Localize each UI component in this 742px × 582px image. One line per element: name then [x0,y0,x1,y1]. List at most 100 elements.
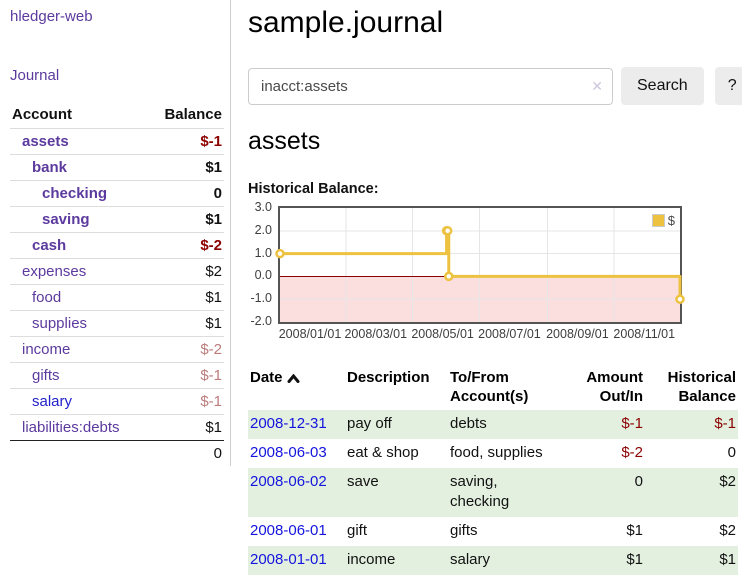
y-axis-tick-label: -1.0 [250,291,272,306]
amount-cell: $1 [626,522,643,539]
register-row: 2008-01-01 income salary $1 $1 [248,546,738,575]
account-balance: $2 [205,263,222,280]
account-row: bank $1 [10,154,224,181]
account-row: salary $-1 [10,388,224,415]
tofrom-cell: gifts [450,522,478,539]
account-balance: $-1 [200,133,222,150]
journal-link[interactable]: Journal [10,67,60,84]
sort-up-caret-icon [287,370,300,387]
search-box: ✕ [248,67,613,105]
amount-cell: $-2 [621,444,643,461]
column-header-balance: Historical Balance [667,369,736,405]
help-button[interactable]: ? [714,67,742,105]
account-link-expenses[interactable]: expenses [22,263,87,280]
account-balance: $-1 [200,393,222,410]
account-row: income $-2 [10,336,224,363]
y-axis-tick-label: 1.0 [254,245,272,260]
chart-legend: $ [651,213,675,228]
account-link-saving[interactable]: saving [42,211,90,228]
account-link-checking[interactable]: checking [42,185,108,202]
account-link-supplies[interactable]: supplies [32,315,88,332]
account-link-food[interactable]: food [32,289,62,306]
date-link[interactable]: 2008-06-03 [250,444,327,461]
account-row: cash $-2 [10,232,224,259]
account-row: food $1 [10,284,224,311]
app-title-link[interactable]: hledger-web [10,8,93,25]
account-balance: $1 [205,419,222,436]
x-axis-tick-label: 2008/09/01 [546,327,609,341]
clear-search-icon[interactable]: ✕ [591,78,603,94]
tofrom-cell: debts [450,415,487,432]
account-row: supplies $1 [10,310,224,337]
description-cell: gift [347,522,368,539]
column-header-date[interactable]: Date [248,366,345,410]
x-axis-tick-label: 2008/11/01 [613,327,676,341]
date-link[interactable]: 2008-01-01 [250,551,327,568]
accounts-header-account: Account [12,106,72,123]
x-axis-tick-label: 2008/01/01 [278,327,342,341]
balance-cell: $-1 [714,415,736,432]
search-button[interactable]: Search [621,67,704,105]
y-axis-tick-label: 3.0 [254,200,272,214]
account-row: gifts $-1 [10,362,224,389]
accounts-table: Account Balance assets $-1 bank $1 checking 0… [10,102,224,466]
accounts-header-row: Account Balance [10,102,224,129]
main-content: sample.journal ✕ Search ? assets Histori… [231,0,742,575]
register-table: Date Description To/From Account(s) Amou… [248,366,738,575]
account-link-assets[interactable]: assets [22,133,69,150]
description-cell: eat & shop [347,444,419,461]
account-balance: $1 [205,211,222,228]
balance-cell: $1 [719,551,736,568]
register-row: 2008-06-03 eat & shop food, supplies $-2 0 [248,439,738,468]
tofrom-cell: food, supplies [450,444,543,461]
register-row: 2008-06-01 gift gifts $1 $2 [248,517,738,546]
balance-cell: $2 [719,473,736,490]
date-link[interactable]: 2008-12-31 [250,415,327,432]
register-row: 2008-06-02 save saving, checking 0 $2 [248,468,738,517]
account-balance: $-1 [200,367,222,384]
legend-swatch-icon [651,214,665,227]
account-link-income[interactable]: income [22,341,71,358]
description-cell: pay off [347,415,392,432]
account-row: liabilities:debts $1 [10,414,224,441]
account-row: saving $1 [10,206,224,233]
amount-cell: $-1 [621,415,643,432]
accounts-total-value: 0 [213,445,222,462]
search-form: ✕ Search ? [248,67,742,105]
date-link[interactable]: 2008-06-01 [250,522,327,539]
register-header-row: Date Description To/From Account(s) Amou… [248,366,738,410]
account-balance: $1 [205,315,222,332]
y-axis: 3.0 2.0 1.0 0.0 -1.0 -2.0 [248,200,275,328]
x-axis-tick-label: 2008/05/01 [411,327,474,341]
y-axis-tick-label: 0.0 [254,268,272,283]
column-header-tofrom: To/From Account(s) [450,369,529,405]
tofrom-cell: salary [450,551,491,568]
account-balance: $-2 [200,341,222,358]
account-link-salary[interactable]: salary [32,393,73,410]
chart-svg [275,208,685,322]
account-link-cash[interactable]: cash [32,237,67,254]
tofrom-cell: saving, checking [450,473,510,510]
search-input[interactable] [248,67,613,105]
register-row: 2008-12-31 pay off debts $-1 $-1 [248,410,738,439]
y-axis-tick-label: -2.0 [250,314,272,328]
y-axis-tick-label: 2.0 [254,222,272,237]
account-link-bank[interactable]: bank [32,159,68,176]
page-title: sample.journal [248,6,444,39]
column-header-amount: Amount Out/In [586,369,643,405]
chart-section-label: Historical Balance: [248,181,379,197]
account-balance: $1 [205,159,222,176]
account-link-liabilities-debts[interactable]: liabilities:debts [22,419,120,436]
accounts-header-balance: Balance [164,106,222,123]
account-heading: assets [248,127,321,155]
description-cell: save [347,473,379,490]
accounts-total-row: 0 [10,440,224,467]
account-row: checking 0 [10,180,224,207]
date-link[interactable]: 2008-06-02 [250,473,327,490]
column-header-description: Description [347,369,430,386]
account-balance: $1 [205,289,222,306]
account-link-gifts[interactable]: gifts [32,367,60,384]
accounts-body: assets $-1 bank $1 checking 0 saving $1 cash $-2 e… [10,128,224,441]
sidebar: hledger-web Journal Account Balance asse… [0,0,231,466]
